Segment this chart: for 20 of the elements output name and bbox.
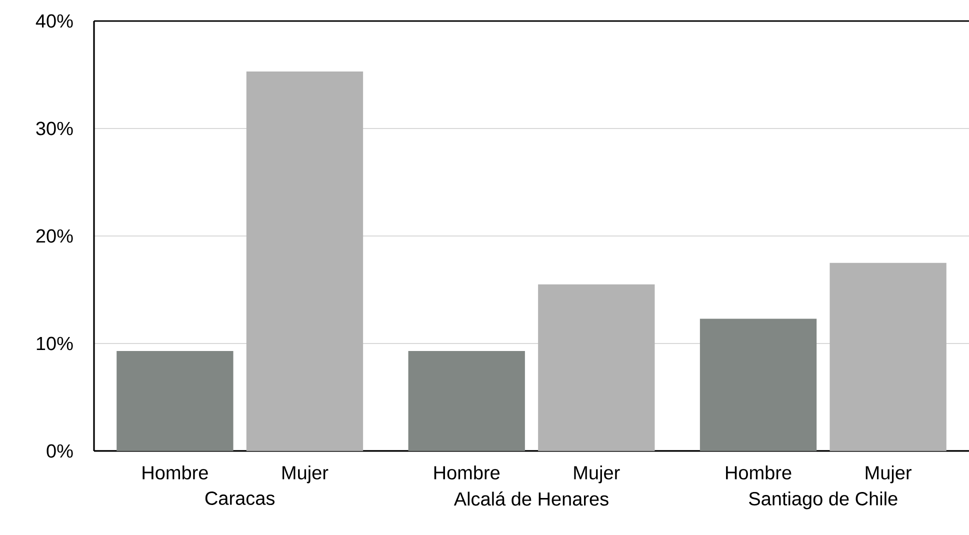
text: Mujer bbox=[866, 466, 912, 484]
bar bbox=[700, 318, 817, 451]
text: Hombre bbox=[726, 466, 792, 480]
bar bbox=[246, 72, 364, 451]
bar bbox=[116, 351, 234, 451]
y-tick-label: 30% bbox=[36, 122, 73, 136]
series-label: Mujer bbox=[282, 466, 328, 484]
y-tick-label: 0% bbox=[46, 444, 73, 458]
y-tick-label: 10% bbox=[36, 336, 73, 350]
text: Mujer bbox=[574, 466, 620, 484]
y-tick-label: 40% bbox=[36, 14, 73, 28]
text: Hombre bbox=[434, 466, 500, 480]
bar bbox=[538, 284, 655, 451]
x-tick-label: Santiago de Chile bbox=[749, 492, 898, 510]
bar bbox=[408, 351, 525, 451]
x-tick-label: Alcalá de Henares bbox=[454, 492, 608, 506]
x-tick-label: Caracas bbox=[205, 492, 275, 505]
series-label: Hombre bbox=[142, 466, 208, 480]
y-tick-label: 20% bbox=[36, 229, 73, 243]
bar bbox=[830, 262, 946, 451]
